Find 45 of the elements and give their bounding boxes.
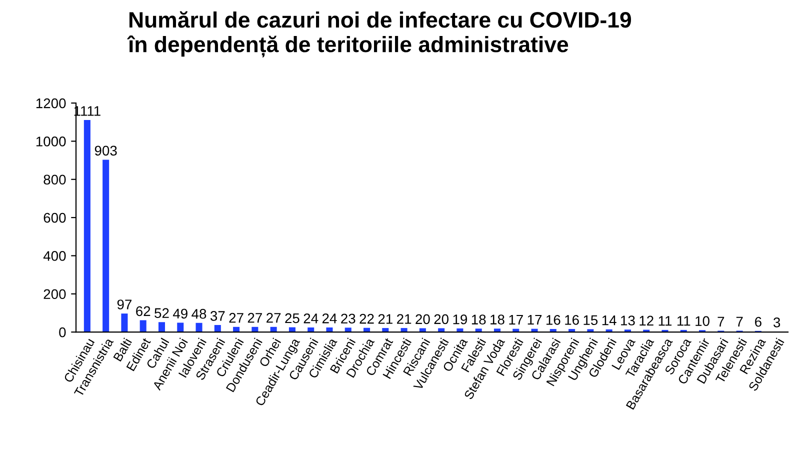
- data-label: 48: [192, 308, 206, 319]
- data-label: 23: [341, 314, 356, 324]
- chart-title: Numărul de cazuri noi de infectare cu COVID-19 în dependență de teritoriile administrative: [127, 11, 632, 58]
- data-label: 25: [285, 313, 300, 324]
- y-tick-label: 600: [44, 212, 66, 223]
- data-label: 16: [565, 315, 579, 325]
- y-tick-label: 0: [59, 327, 66, 338]
- data-label: 12: [640, 316, 654, 326]
- data-label: 17: [509, 314, 523, 325]
- data-label: 49: [172, 308, 188, 319]
- data-label: 21: [378, 314, 392, 324]
- data-label: 20: [416, 314, 430, 324]
- y-tick-label: 1000: [36, 136, 66, 146]
- y-tick-label: 800: [44, 174, 66, 185]
- data-label: 27: [248, 312, 262, 323]
- data-label: 15: [584, 315, 598, 326]
- data-label: 7: [736, 316, 743, 326]
- data-label: 62: [136, 306, 150, 316]
- data-label: 10: [696, 316, 710, 326]
- data-label: 6: [755, 316, 762, 327]
- y-tick-label: 400: [43, 251, 66, 261]
- data-label: 19: [453, 314, 468, 324]
- data-label: 52: [154, 308, 169, 318]
- data-label: 11: [677, 316, 690, 326]
- data-label: 21: [397, 314, 412, 324]
- data-label: 27: [229, 312, 244, 323]
- data-label: 37: [210, 311, 225, 321]
- data-label: 24: [322, 314, 337, 324]
- data-label: 3: [773, 318, 780, 328]
- data-label: 903: [94, 146, 117, 156]
- data-label: 18: [472, 314, 486, 324]
- data-label: 14: [602, 316, 616, 326]
- y-tick-label: 200: [44, 289, 66, 300]
- data-label: 7: [718, 316, 724, 326]
- data-label: 17: [528, 314, 542, 325]
- data-label: 22: [360, 314, 374, 324]
- data-label: 27: [266, 312, 281, 323]
- data-label: 11: [658, 316, 672, 326]
- data-label: 97: [117, 300, 132, 310]
- data-label: 16: [546, 315, 560, 325]
- data-label: 13: [621, 316, 635, 326]
- y-tick-label: 1200: [36, 98, 66, 108]
- data-label: 18: [490, 314, 504, 324]
- data-label: 20: [434, 314, 448, 324]
- data-label: 24: [304, 314, 318, 324]
